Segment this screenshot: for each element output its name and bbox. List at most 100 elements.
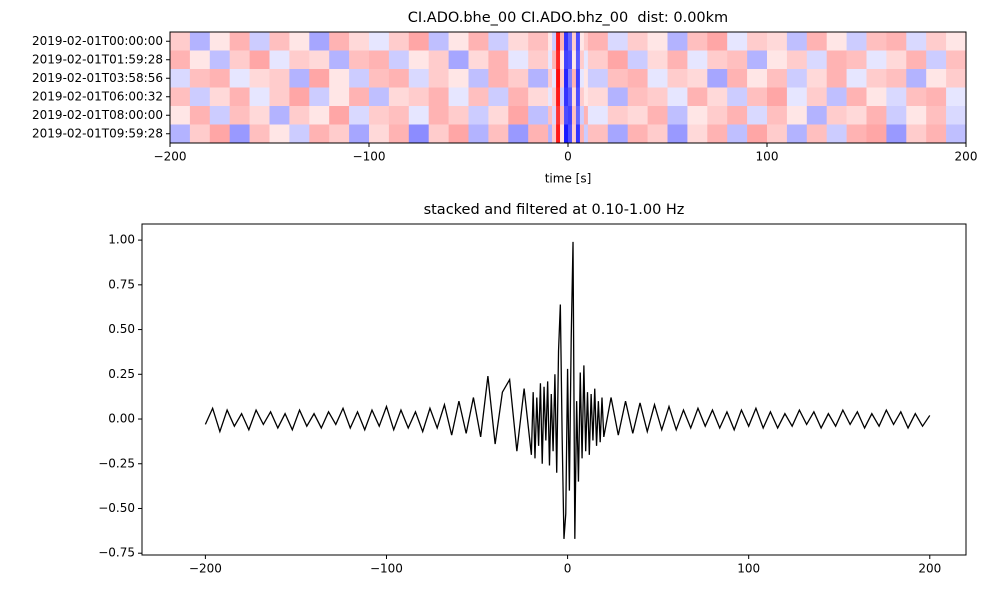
x-tick-label: −200 — [154, 150, 187, 164]
heatmap-cell — [209, 87, 230, 107]
heatmap-cell — [786, 87, 808, 107]
heatmap-cell — [488, 69, 509, 88]
heatmap-cell — [866, 69, 887, 88]
heatmap-cell — [579, 69, 585, 88]
heatmap-cell — [926, 87, 947, 107]
heatmap-cell — [229, 124, 250, 144]
heatmap-cell — [866, 50, 887, 70]
heatmap-cell — [309, 124, 330, 144]
heatmap-cell — [408, 32, 429, 51]
y-tick-label: 2019-02-01T08:00:00 — [32, 108, 163, 122]
heatmap-cell — [428, 50, 449, 70]
heatmap-cell — [667, 50, 688, 70]
heatmap-cell — [926, 50, 947, 70]
x-tick-label: 100 — [737, 562, 760, 576]
y-tick-label: −0.25 — [98, 456, 135, 470]
heatmap-cell — [564, 50, 569, 70]
heatmap-cell — [707, 50, 728, 70]
heatmap-cell — [560, 50, 565, 70]
heatmap-cell — [249, 87, 270, 107]
heatmap-cell — [448, 106, 469, 125]
heatmap-cell — [587, 106, 609, 125]
heatmap-cell — [886, 106, 907, 125]
heatmap-cell — [767, 50, 788, 70]
heatmap-cell — [627, 50, 648, 70]
heatmap-cell — [548, 106, 553, 125]
heatmap-cell — [846, 32, 867, 51]
heatmap-cell — [249, 50, 270, 70]
x-tick-label: 100 — [756, 150, 779, 164]
heatmap-cell — [866, 87, 887, 107]
heatmap-cell — [607, 32, 628, 51]
heatmap-cell — [627, 87, 648, 107]
heatmap-cell — [209, 32, 230, 51]
heatmap-cell — [767, 87, 788, 107]
heatmap-cell — [946, 69, 967, 88]
heatmap-cell — [289, 32, 310, 51]
heatmap-cell — [448, 50, 469, 70]
heatmap-cell — [886, 32, 907, 51]
heatmap-cell — [886, 124, 907, 144]
heatmap-cell — [528, 69, 549, 88]
heatmap-cell — [806, 69, 827, 88]
heatmap-cell — [249, 124, 270, 144]
heatmap-cell — [587, 50, 609, 70]
heatmap-cell — [687, 50, 708, 70]
heatmap-cell — [329, 87, 350, 107]
heatmap-cell — [866, 106, 887, 125]
heatmap-cell — [786, 32, 808, 51]
heatmap-cell — [846, 87, 867, 107]
heatmap-cell — [727, 69, 748, 88]
heatmap-cell — [508, 32, 529, 51]
heatmap-cell — [564, 106, 569, 125]
heatmap-cell — [229, 69, 250, 88]
heatmap-cell — [575, 106, 581, 125]
heatmap-cell — [727, 124, 748, 144]
heatmap-cell — [579, 50, 585, 70]
heatmap-cell — [428, 69, 449, 88]
heatmap-cell — [468, 106, 489, 125]
heatmap-cell — [647, 69, 668, 88]
heatmap-cell — [508, 106, 529, 125]
heatmap-cell — [564, 69, 569, 88]
x-tick-label: 0 — [564, 562, 572, 576]
heatmap-cell — [946, 50, 967, 70]
heatmap-cell — [289, 87, 310, 107]
heatmap-cell — [886, 69, 907, 88]
heatmap-cell — [826, 32, 847, 51]
heatmap-cell — [560, 124, 565, 144]
heatmap-cell — [568, 32, 573, 51]
x-tick-label: 200 — [955, 150, 978, 164]
heatmap-cell — [548, 32, 553, 51]
heatmap-cell — [170, 124, 191, 144]
heatmap-cell — [587, 87, 609, 107]
y-tick-label: 2019-02-01T00:00:00 — [32, 34, 163, 48]
heatmap-cell — [866, 32, 887, 51]
heatmap-cell — [369, 106, 390, 125]
heatmap-cell — [607, 69, 628, 88]
y-tick-label: 0.50 — [108, 322, 135, 336]
y-tick-label: −0.75 — [98, 546, 135, 560]
heatmap-cell — [826, 106, 847, 125]
heatmap-cell — [170, 50, 191, 70]
heatmap-cell — [269, 32, 290, 51]
heatmap-cell — [926, 106, 947, 125]
heatmap-cell — [571, 50, 577, 70]
chart-title: stacked and filtered at 0.10-1.00 Hz — [424, 202, 685, 218]
heatmap-cell — [571, 106, 577, 125]
heatmap-cell — [388, 50, 410, 70]
heatmap-cell — [269, 50, 290, 70]
heatmap-cell — [587, 69, 609, 88]
heatmap-cell — [906, 124, 927, 144]
heatmap-cell — [548, 69, 553, 88]
heatmap-cell — [627, 69, 648, 88]
heatmap-cell — [687, 124, 708, 144]
heatmap-cell — [552, 87, 557, 107]
heatmap-cell — [687, 69, 708, 88]
heatmap-cell — [329, 32, 350, 51]
heatmap-cell — [647, 50, 668, 70]
heatmap-cell — [568, 87, 573, 107]
heatmap-cell — [687, 32, 708, 51]
heatmap-cell — [508, 87, 529, 107]
